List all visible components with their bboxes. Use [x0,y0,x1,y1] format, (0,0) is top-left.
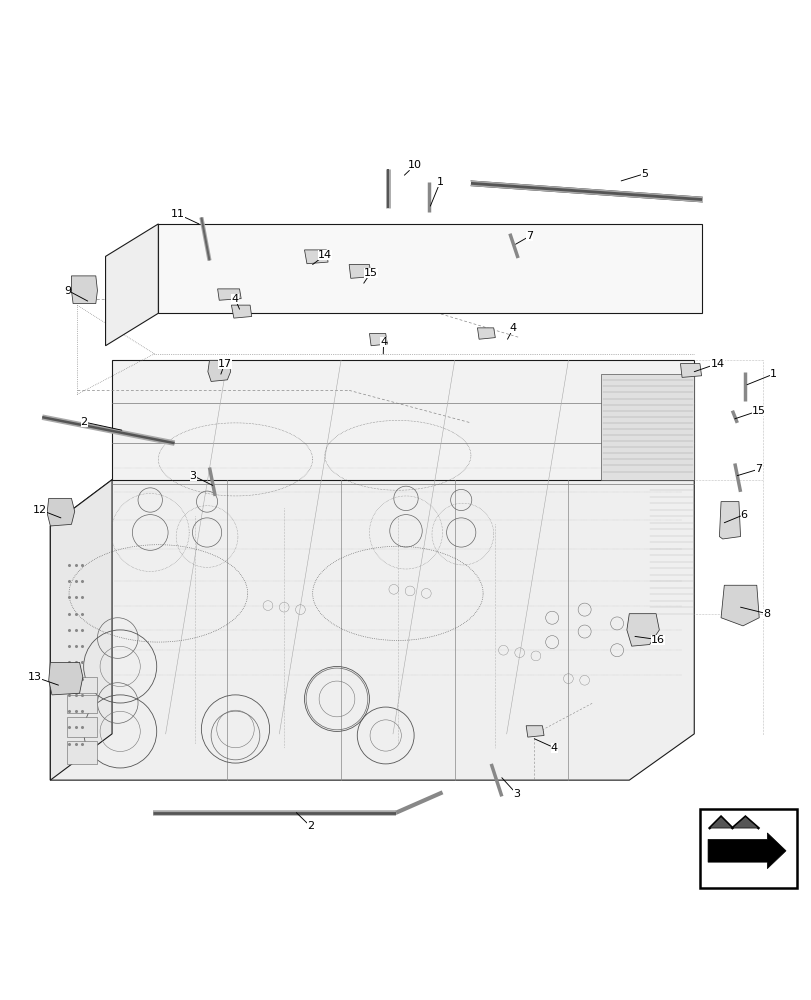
Bar [699,809,796,888]
Text: 4: 4 [231,294,239,309]
Text: 15: 15 [363,268,377,283]
Polygon shape [208,360,230,381]
Text: 4: 4 [380,337,387,354]
Text: 1: 1 [430,177,444,206]
Polygon shape [526,726,543,737]
Text: 16: 16 [634,635,664,645]
Text: 13: 13 [28,672,58,685]
Polygon shape [369,334,387,346]
Polygon shape [707,833,785,869]
Polygon shape [71,276,97,303]
Polygon shape [304,250,328,264]
Polygon shape [158,224,702,313]
Text: 9: 9 [64,286,88,301]
Text: 7: 7 [736,464,762,476]
Polygon shape [626,614,659,646]
Polygon shape [680,364,701,377]
Bar [67,677,97,693]
Polygon shape [112,360,693,480]
Text: 5: 5 [620,169,648,181]
Polygon shape [217,289,241,300]
Text: 4: 4 [534,739,557,753]
Text: 6: 6 [723,510,747,523]
Text: 17: 17 [217,359,231,374]
Text: 7: 7 [515,231,533,244]
Text: 2: 2 [296,813,314,831]
Polygon shape [709,817,757,828]
Polygon shape [47,498,75,526]
Text: 15: 15 [734,406,765,419]
Polygon shape [105,224,158,346]
Polygon shape [231,305,251,318]
Polygon shape [477,328,495,339]
Bar [67,695,97,713]
Polygon shape [50,480,112,780]
Text: 12: 12 [33,505,61,518]
Polygon shape [600,374,693,480]
Polygon shape [720,585,758,626]
Text: 1: 1 [746,369,776,385]
Text: 4: 4 [507,323,517,339]
Polygon shape [50,480,693,780]
Polygon shape [349,265,371,278]
Text: 14: 14 [312,250,332,265]
Bar [67,741,97,764]
Text: 10: 10 [404,160,421,175]
Text: 11: 11 [171,209,199,224]
Text: 8: 8 [740,607,770,619]
Text: 3: 3 [501,778,520,799]
Text: 2: 2 [80,417,122,430]
Polygon shape [49,662,83,695]
Polygon shape [719,502,740,539]
Text: 14: 14 [693,359,723,372]
Bar [67,717,97,737]
Text: 3: 3 [189,471,212,485]
